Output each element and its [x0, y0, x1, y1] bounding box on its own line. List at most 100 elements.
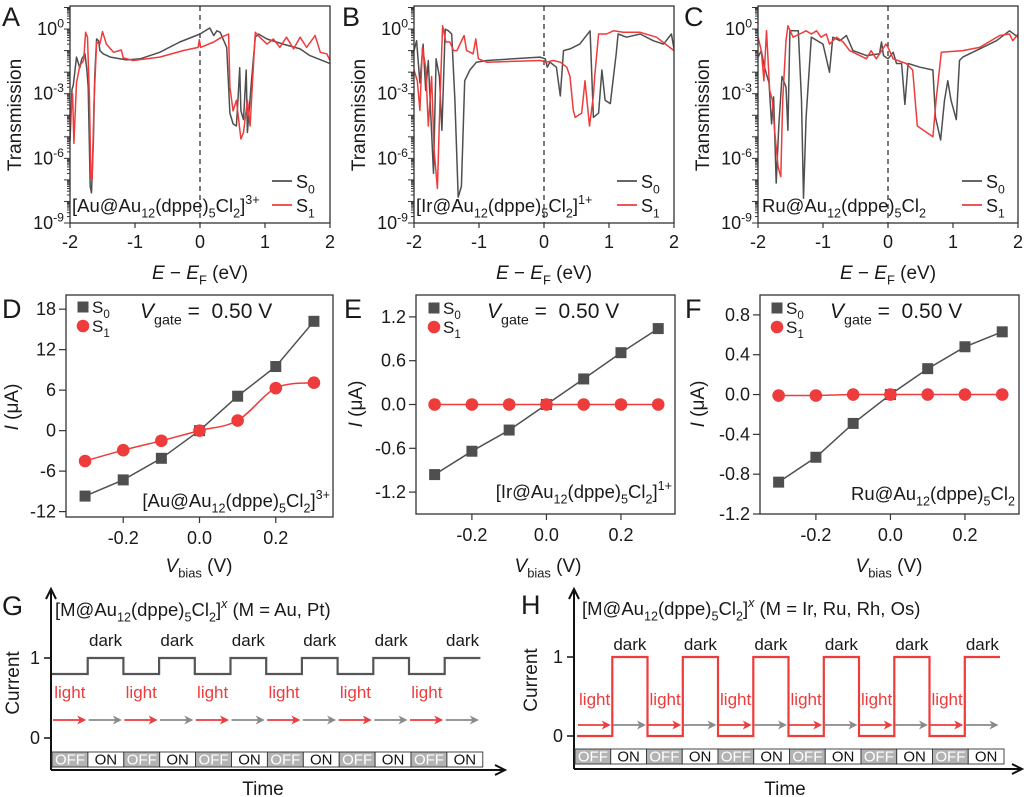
y-tick-label-text-part: 10 [721, 213, 741, 233]
legend-label-s0-sub-part: 0 [103, 309, 109, 321]
y-tick-label: 10-6 [377, 146, 408, 169]
compound-annotation-text-part: Cl [991, 483, 1008, 504]
compound-annotation-text-part: ] [240, 195, 245, 216]
legend-label-s0-sub-part: 0 [454, 310, 460, 322]
switch-state-label-off: OFF [721, 749, 751, 766]
schematic-title-text-part: Cl [191, 599, 208, 620]
compound-annotation-text-part: Cl [286, 490, 303, 511]
y-tick-label-sup-part: -6 [53, 146, 64, 160]
light-state-label: light [411, 683, 442, 702]
data-point-s1 [78, 454, 92, 468]
data-point-s1 [540, 398, 553, 411]
data-point-s1 [307, 376, 321, 390]
schematic-title-sub-part: 5 [184, 611, 191, 625]
schematic-title-text-part: (M = Ir, Ru, Rh, Os) [754, 598, 920, 619]
data-point-s1 [846, 388, 860, 401]
x-tick-label-text-part: 0.0 [878, 525, 903, 545]
x-tick-label-text-part: 2 [325, 232, 335, 252]
switch-state-label-off: OFF [55, 752, 85, 769]
dark-state-label: dark [895, 635, 929, 654]
light-arrow-head-icon [813, 720, 823, 730]
compound-annotation-text-part: ] [653, 481, 658, 502]
x-axis-label-text-part: (eV) [895, 263, 936, 284]
x-axis-label-text-part: V [166, 556, 181, 577]
switch-state-label-on: ON [382, 752, 405, 769]
compound-annotation-text-part: Ru@Au [851, 483, 916, 504]
dark-arrow-head-icon [707, 720, 717, 730]
x-tick-label-text-part: 0 [883, 232, 893, 252]
x-tick-label-text-part: -1 [471, 232, 487, 252]
switch-state-label-on: ON [454, 752, 477, 769]
y-tick-label-text-part: 10 [377, 84, 397, 104]
light-state-label-text-part: light [197, 683, 228, 702]
y-tick-label-text-part: 10 [377, 148, 397, 168]
dark-state-label-text-part: dark [160, 631, 194, 650]
y-tick-label-text-part: 10 [33, 84, 53, 104]
light-state-label-text-part: light [54, 683, 85, 702]
light-state-label: light [54, 683, 85, 702]
compound-annotation-sub-part: 2 [304, 502, 311, 516]
switch-state-label-off-text-part: OFF [270, 752, 300, 769]
data-point-s1 [269, 381, 283, 395]
light-state-label-text-part: light [720, 690, 751, 709]
data-point-s0 [270, 361, 282, 373]
y-tick-label-text-part: -6 [40, 461, 56, 481]
data-point-s0 [922, 363, 934, 375]
x-tick-label-text-part: 0.0 [187, 528, 212, 548]
data-point-s1 [193, 424, 206, 437]
panel-label-b: B [342, 2, 360, 32]
dark-state-label: dark [89, 631, 123, 650]
compound-annotation-sub-part: 5 [895, 207, 902, 221]
data-point-s0 [308, 315, 320, 327]
gate-voltage-annotation-sub-part: gate [501, 312, 529, 328]
dark-arrow-head-icon [848, 720, 858, 730]
switch-state-label-on-text-part: ON [617, 749, 640, 766]
data-point-s1 [116, 443, 130, 457]
dark-state-label-text-part: dark [825, 635, 859, 654]
y-axis-label: I (μA) [2, 384, 23, 431]
compound-annotation-text-part: Cl [902, 195, 919, 216]
compound-annotation-text-part: Ru@Au [762, 195, 827, 216]
switch-state-label-off-text-part: OFF [199, 752, 229, 769]
dark-arrow-head-icon [919, 720, 928, 730]
y-tick-label-sup-part: -9 [741, 210, 752, 224]
x-axis-label-text-part: (V) [892, 556, 923, 577]
y-tick-label-sup-part: -6 [397, 146, 408, 160]
panel-label-d: D [2, 294, 22, 324]
x-tick-label: -1 [471, 232, 487, 252]
y-axis-label-text-part: Current [521, 648, 542, 712]
legend-label-s0-text-part: S [443, 299, 454, 318]
x-tick-label-text-part: 0 [539, 232, 549, 252]
y-tick-label-text-part: 0.8 [725, 305, 750, 325]
compound-annotation-sub-part: 5 [209, 207, 216, 221]
schematic-title: [M@Au12(dppe)5Cl2]x (M = Ir, Ru, Rh, Os) [582, 596, 920, 623]
compound-annotation-text-part: [Au@Au [72, 195, 141, 216]
switch-state-label-on-text-part: ON [238, 752, 261, 769]
x-axis-label-text-part: − [509, 263, 531, 284]
x-axis-arrow-icon [1011, 763, 1024, 775]
switch-state-label-on: ON [617, 749, 640, 766]
y-tick-label: 10-3 [377, 81, 408, 104]
y-axis-label-text-part: I [2, 424, 23, 430]
dark-state-label: dark [754, 635, 788, 654]
x-tick-label-text-part: -2 [62, 232, 78, 252]
switch-state-label-on-text-part: ON [310, 752, 333, 769]
y-tick-label-text-part: 18 [36, 299, 56, 319]
switch-state-label-on: ON [166, 752, 189, 769]
compound-annotation: Ru@Au12(dppe)5Cl2 [851, 483, 1015, 509]
y-tick-label-sup-part: 0 [401, 16, 408, 30]
compound-annotation-text-part: [Ir@Au [496, 481, 554, 502]
y-tick-label-sup-part: 0 [57, 16, 64, 30]
y-axis-label: Transmission [349, 59, 370, 171]
y-tick-label-text-part: 0 [30, 728, 40, 748]
light-state-label: light [197, 683, 228, 702]
light-state-label-text-part: light [126, 683, 157, 702]
x-axis-label: E − EF (eV) [496, 263, 592, 288]
y-tick-label-sup-part: -3 [741, 81, 752, 95]
compound-annotation-text-part: ] [311, 490, 316, 511]
light-state-label: light [720, 690, 751, 709]
y-axis-label: I (μA) [346, 381, 367, 428]
x-tick-label: 0.2 [608, 525, 633, 545]
gate-voltage-annotation-text-part: V [140, 300, 156, 323]
